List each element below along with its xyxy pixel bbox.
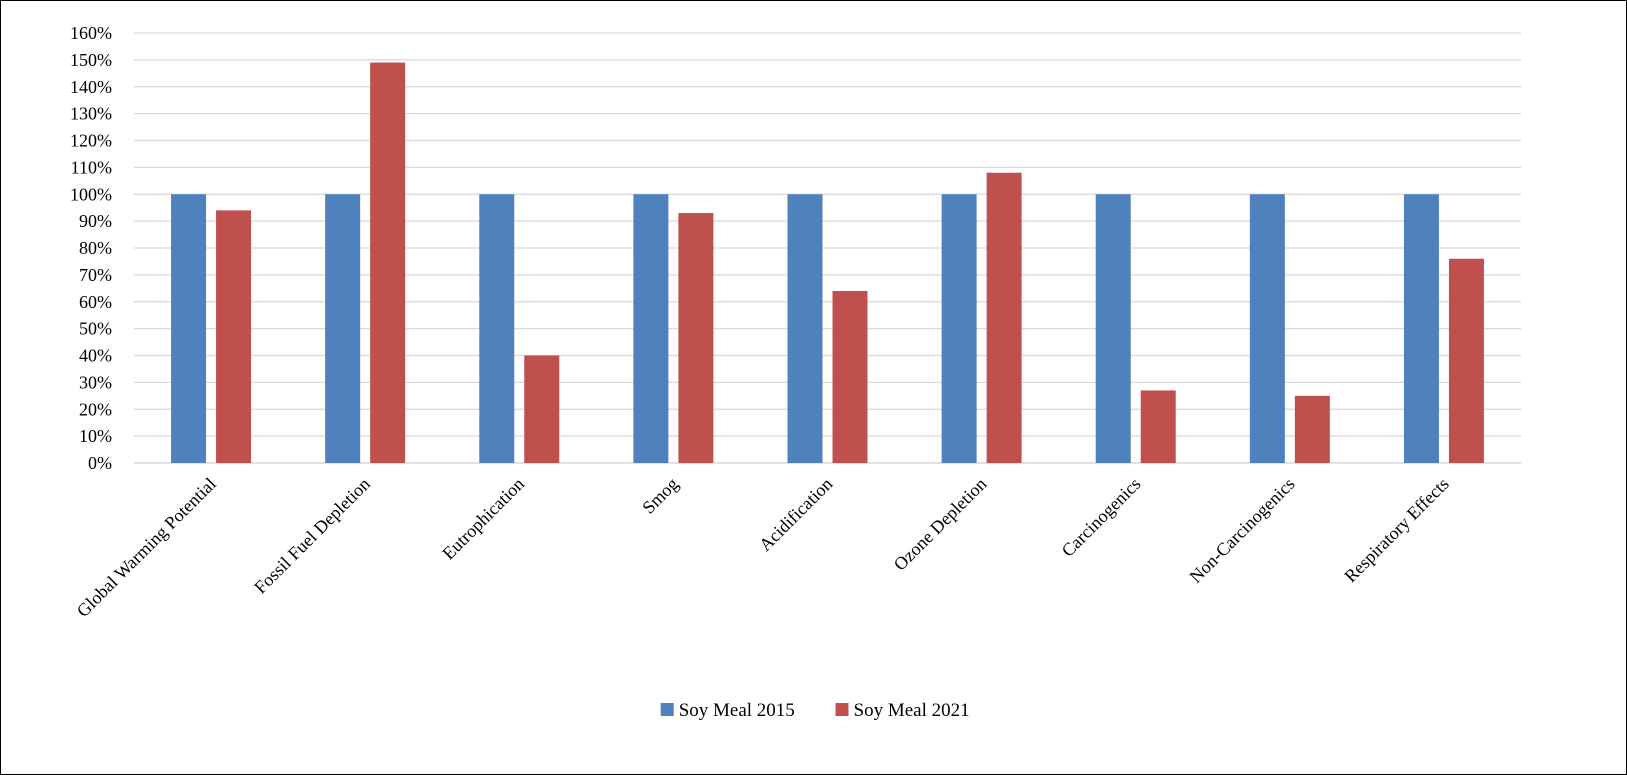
bar-2-2 (370, 62, 406, 463)
y-tick-label: 10% (79, 426, 112, 446)
bar-2-3 (524, 355, 560, 463)
y-tick-label: 100% (70, 184, 112, 204)
bar-1-7 (1095, 194, 1131, 463)
bar-2-5 (832, 291, 868, 463)
y-tick-label: 50% (79, 319, 112, 339)
y-tick-label: 110% (71, 157, 112, 177)
bar-1-3 (479, 194, 515, 463)
y-tick-label: 0% (88, 453, 112, 473)
legend-label: Soy Meal 2021 (854, 700, 970, 721)
bar-1-5 (787, 194, 823, 463)
category-label: Eutrophication (438, 474, 528, 564)
category-label: Respiratory Effects (1340, 474, 1453, 587)
category-label: Carcinogenics (1058, 474, 1145, 561)
legend-item: Soy Meal 2015 (660, 700, 795, 721)
gridlines (134, 32, 1521, 437)
y-tick-label: 150% (70, 50, 112, 70)
y-tick-label: 60% (79, 292, 112, 312)
bar-2-1 (216, 210, 252, 463)
y-tick-label: 130% (70, 104, 112, 124)
category-label: Smog (638, 474, 682, 518)
category-label: Acidification (755, 474, 836, 555)
bars (171, 62, 1484, 463)
y-axis-tick-labels: 0% 10% 20% 30% 40% 50% 60% 70% 80% 90% 100% 110% 120… (70, 23, 112, 473)
bar-1-9 (1403, 194, 1439, 463)
category-label: Global Warming Potential (73, 474, 220, 621)
legend-item: Soy Meal 2021 (835, 700, 970, 721)
bar-2-4 (678, 213, 714, 463)
x-axis-category-labels: Global Warming Potential Fossil Fuel Depl… (73, 474, 1453, 621)
y-tick-label: 30% (79, 372, 112, 392)
bar-1-1 (171, 194, 207, 463)
legend: Soy Meal 2015 Soy Meal 2021 (660, 700, 970, 721)
bar-2-9 (1448, 258, 1484, 463)
y-tick-label: 20% (79, 399, 112, 419)
legend-swatch (835, 703, 849, 716)
bar-1-4 (633, 194, 669, 463)
y-tick-label: 140% (70, 77, 112, 97)
y-tick-label: 120% (70, 131, 112, 151)
bar-2-6 (986, 172, 1022, 463)
bar-2-7 (1140, 390, 1176, 463)
legend-swatch (660, 703, 674, 716)
y-tick-label: 40% (79, 346, 112, 366)
category-label: Fossil Fuel Depletion (250, 474, 374, 598)
category-label: Ozone Depletion (890, 474, 991, 575)
y-tick-label: 70% (79, 265, 112, 285)
category-label: Non-Carcinogenics (1186, 474, 1299, 587)
y-tick-label: 80% (79, 238, 112, 258)
bar-1-2 (325, 194, 361, 463)
bar-2-8 (1294, 395, 1330, 463)
bar-1-8 (1249, 194, 1285, 463)
bar-1-6 (941, 194, 977, 463)
y-tick-label: 160% (70, 23, 112, 43)
legend-label: Soy Meal 2015 (679, 700, 795, 721)
y-tick-label: 90% (79, 211, 112, 231)
